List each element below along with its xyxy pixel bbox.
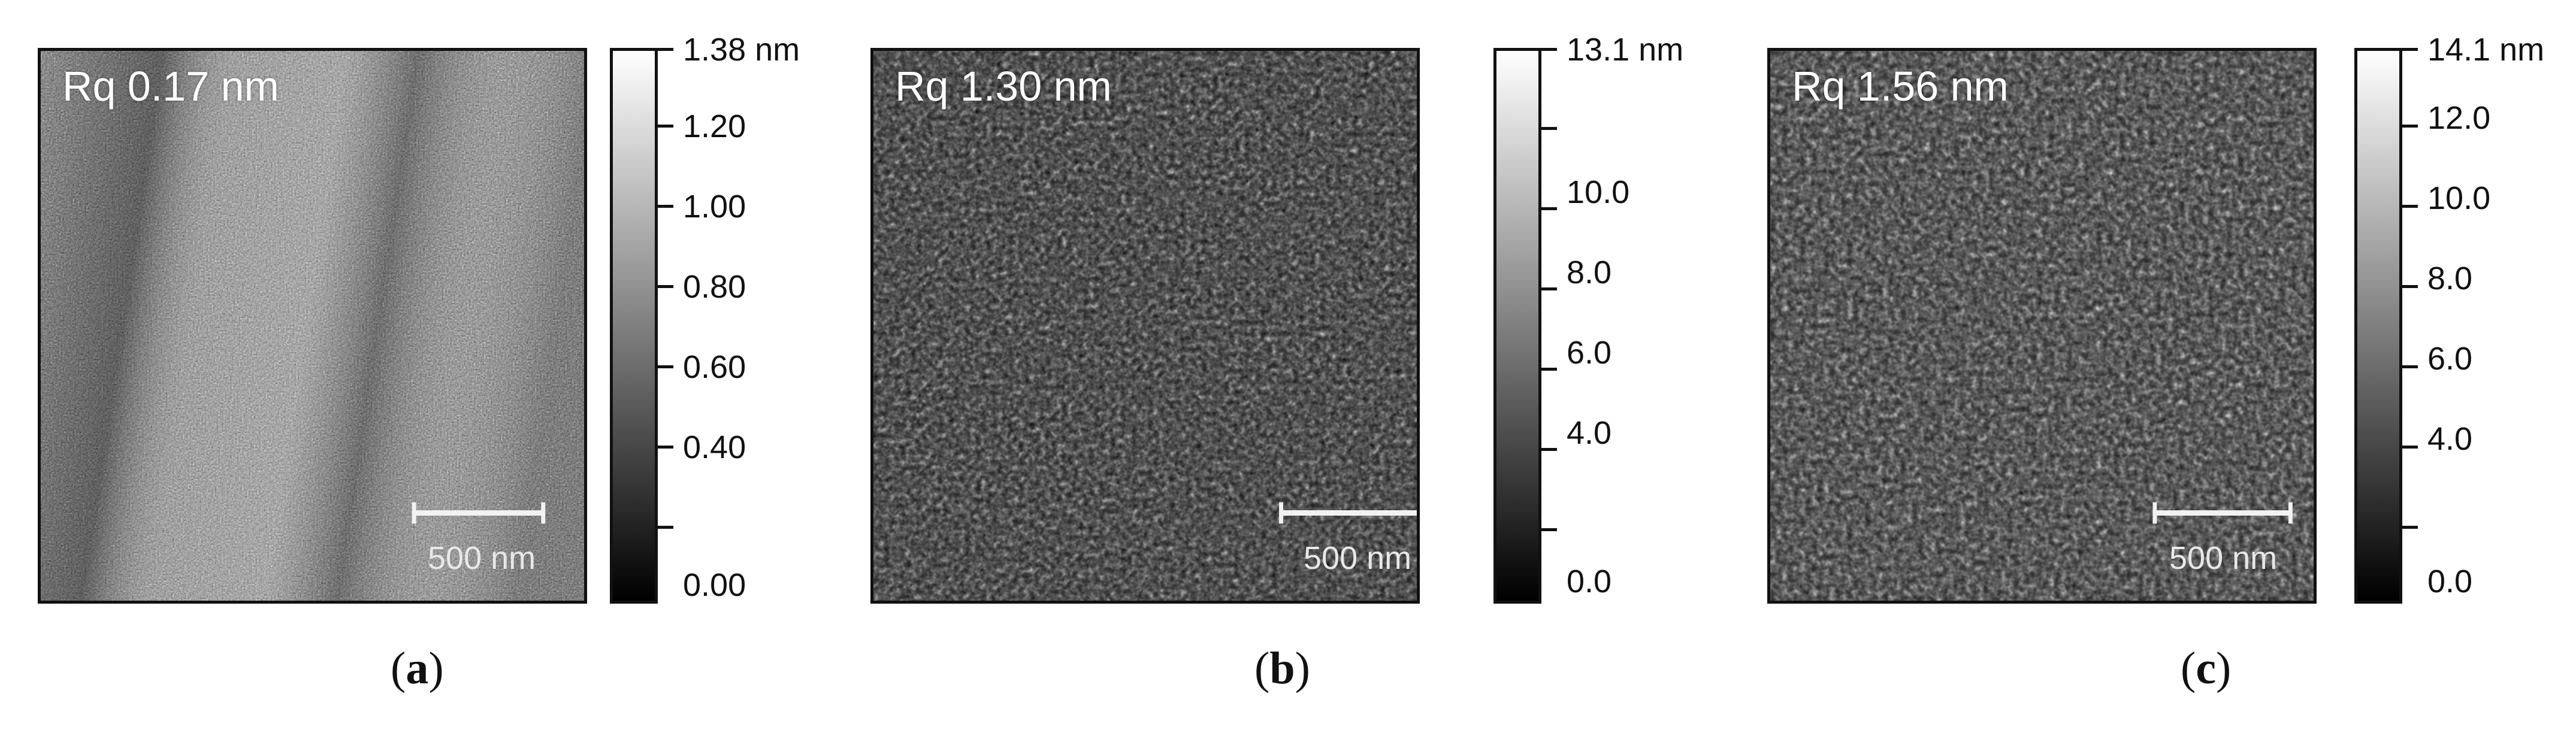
colorbar-label-c-7: 0.0 xyxy=(2427,564,2473,599)
rq-label-b: Rq 1.30 nm xyxy=(895,63,1112,110)
afm-texture-b xyxy=(873,51,1417,601)
afm-image-b: Rq 1.30 nm 500 nm xyxy=(870,48,1420,604)
scale-bar-label-b: 500 nm xyxy=(1304,540,1412,576)
colorbar-label-c-4: 6.0 xyxy=(2427,341,2473,377)
colorbar-label-c-0: 14.1 nm xyxy=(2427,32,2545,68)
colorbar-ticks-c: 14.1 nm 12.0 10.0 8.0 6.0 4.0 0.0 xyxy=(2402,34,2544,604)
colorbar-label-b-4: 6.0 xyxy=(1567,335,1612,371)
panel-c: Rq 1.56 nm 500 nm 14.1 nm 12.0 10.0 8.0 … xyxy=(1737,0,2564,733)
rq-label-a: Rq 0.17 nm xyxy=(62,63,279,110)
colorbar-a xyxy=(610,48,658,604)
colorbar-label-b-2: 10.0 xyxy=(1567,174,1630,210)
rq-label-c: Rq 1.56 nm xyxy=(1792,63,2009,110)
scale-bar-label-c: 500 nm xyxy=(2169,540,2278,576)
panel-a: Rq 0.17 nm 500 nm 1.38 nm 1.20 1.00 0.80… xyxy=(0,0,827,733)
colorbar-label-a-1: 1.20 xyxy=(683,108,746,144)
colorbar-label-a-7: 0.00 xyxy=(683,567,746,603)
colorbar-label-b-3: 8.0 xyxy=(1567,255,1612,290)
colorbar-ticks-b: 13.1 nm 10.0 8.0 6.0 4.0 0.0 xyxy=(1541,34,1683,604)
afm-image-a: Rq 0.17 nm 500 nm xyxy=(38,48,587,604)
caption-b: (b) xyxy=(1254,643,1310,693)
scale-bar-label-a: 500 nm xyxy=(428,540,536,576)
colorbar-label-c-1: 12.0 xyxy=(2427,100,2491,136)
colorbar-label-b-0: 13.1 nm xyxy=(1567,32,1684,68)
afm-texture-c xyxy=(1770,51,2314,601)
colorbar-ticks-a: 1.38 nm 1.20 1.00 0.80 0.60 0.40 0.00 xyxy=(658,34,800,604)
colorbar-label-b-5: 4.0 xyxy=(1567,415,1612,451)
colorbar-label-a-3: 0.80 xyxy=(683,269,746,305)
colorbar-label-b-7: 0.0 xyxy=(1567,564,1612,599)
colorbar-label-a-2: 1.00 xyxy=(683,189,746,225)
afm-image-c: Rq 1.56 nm 500 nm xyxy=(1767,48,2317,604)
colorbar-b xyxy=(1493,48,1541,604)
colorbar-label-a-4: 0.60 xyxy=(683,349,746,385)
colorbar-c xyxy=(2354,48,2402,604)
colorbar-label-c-2: 10.0 xyxy=(2427,180,2491,216)
colorbar-label-c-3: 8.0 xyxy=(2427,261,2473,296)
colorbar-label-a-0: 1.38 nm xyxy=(683,32,800,68)
colorbar-label-c-5: 4.0 xyxy=(2427,421,2473,457)
colorbar-label-a-5: 0.40 xyxy=(683,429,746,465)
caption-c: (c) xyxy=(2181,643,2232,693)
caption-a: (a) xyxy=(391,643,444,693)
afm-texture-a xyxy=(41,51,584,601)
panel-b: Rq 1.30 nm 500 nm 13.1 nm 10.0 8.0 6.0 4… xyxy=(833,0,1683,733)
